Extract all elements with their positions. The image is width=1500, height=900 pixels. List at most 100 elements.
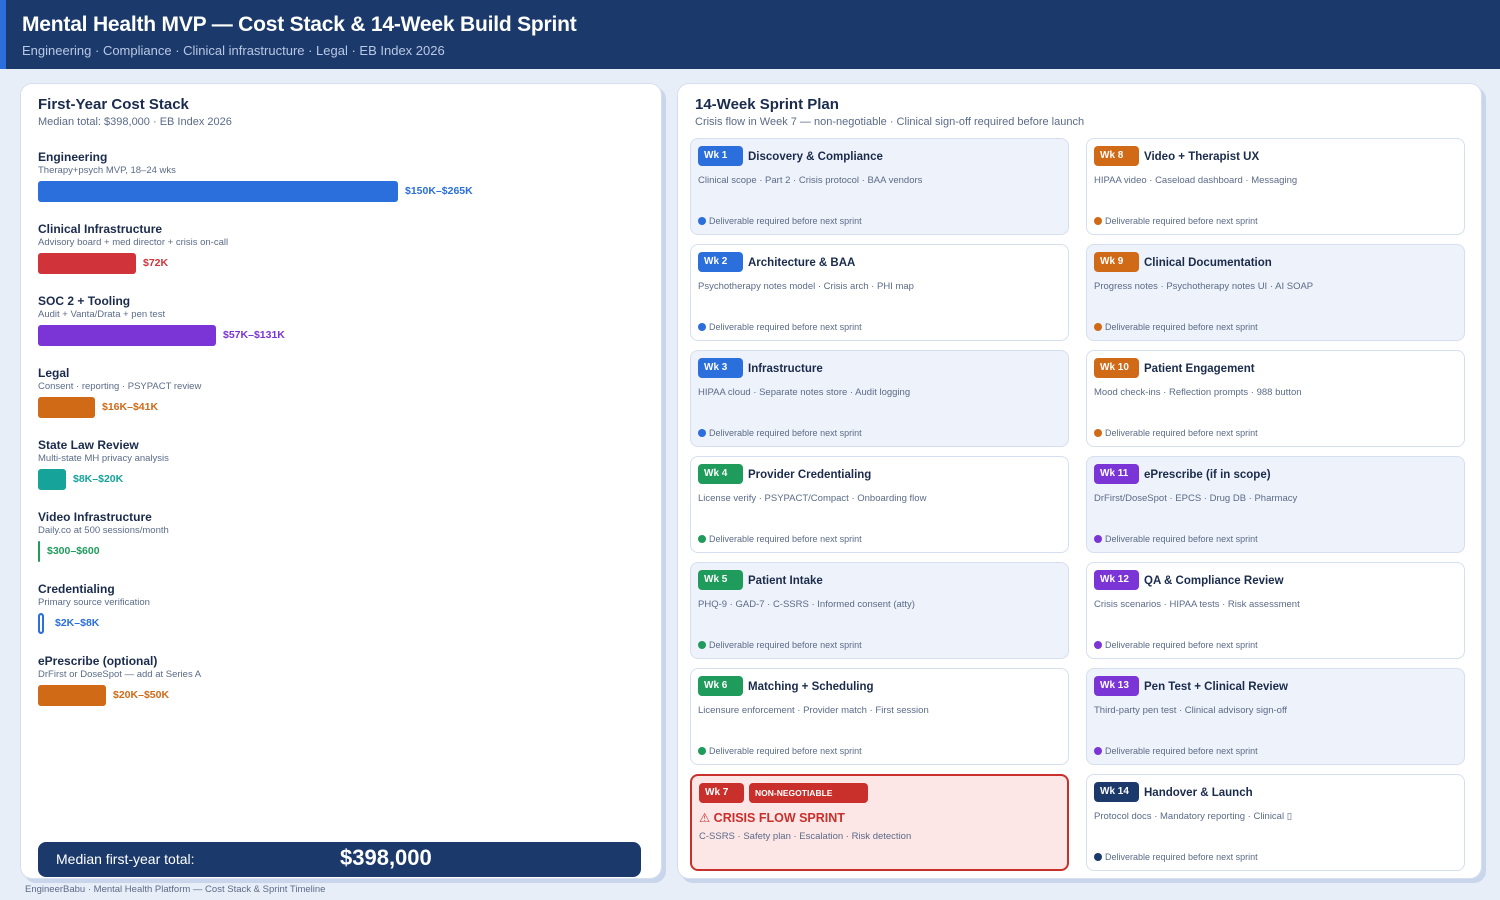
- status-dot-icon: [1094, 535, 1102, 543]
- sprint-title: Architecture & BAA: [748, 257, 856, 269]
- deliverable-text: Deliverable required before next sprint: [1105, 534, 1258, 544]
- header-accent-stripe: [0, 0, 6, 69]
- sprint-card: Wk 4 Provider Credentialing License verify…: [690, 456, 1069, 553]
- cost-item-name: State Law Review: [38, 438, 139, 452]
- status-dot-icon: [698, 641, 706, 649]
- week-badge: Wk 12: [1094, 570, 1139, 590]
- deliverable-note: Deliverable required before next sprint: [698, 640, 862, 650]
- cost-panel-title: First-Year Cost Stack: [38, 96, 189, 113]
- sprint-desc: License verify · PSYPACT/Compact · Onboa…: [698, 493, 927, 504]
- week-badge: Wk 9: [1094, 252, 1139, 272]
- sprint-title: Handover & Launch: [1144, 787, 1253, 799]
- cost-item-name: ePrescribe (optional): [38, 654, 158, 668]
- status-dot-icon: [1094, 747, 1102, 755]
- deliverable-note: Deliverable required before next sprint: [1094, 428, 1258, 438]
- total-label: Median first-year total:: [56, 851, 195, 867]
- cost-bar: [38, 469, 66, 490]
- cost-bar: [38, 397, 95, 418]
- week-badge: Wk 8: [1094, 146, 1139, 166]
- sprint-desc: Progress notes · Psychotherapy notes UI …: [1094, 281, 1314, 292]
- sprint-title: ePrescribe (if in scope): [1144, 469, 1271, 481]
- page-footer: EngineerBabu · Mental Health Platform — …: [25, 884, 326, 895]
- cost-item-name: SOC 2 + Tooling: [38, 294, 131, 308]
- cost-bar: [38, 685, 106, 706]
- cost-bar: [38, 253, 136, 274]
- deliverable-note: Deliverable required before next sprint: [698, 746, 862, 756]
- sprint-title: Provider Credentialing: [748, 469, 872, 481]
- deliverable-note: Deliverable required before next sprint: [1094, 322, 1258, 332]
- total-value: $398,000: [340, 845, 432, 870]
- sprint-title: Patient Intake: [748, 575, 823, 587]
- cost-item-name: Legal: [38, 366, 70, 380]
- cost-value: $20K–$50K: [113, 689, 170, 701]
- deliverable-note: Deliverable required before next sprint: [698, 428, 862, 438]
- page-header: Mental Health MVP — Cost Stack & 14-Week…: [0, 0, 1500, 69]
- deliverable-text: Deliverable required before next sprint: [1105, 216, 1258, 226]
- cost-item-desc: Advisory board + med director + crisis o…: [38, 237, 229, 248]
- sprint-card: Wk 9 Clinical Documentation Progress notes…: [1086, 244, 1465, 341]
- deliverable-text: Deliverable required before next sprint: [709, 428, 862, 438]
- status-dot-icon: [698, 747, 706, 755]
- status-dot-icon: [1094, 217, 1102, 225]
- page-subtitle: Engineering · Compliance · Clinical infr…: [22, 43, 445, 58]
- cost-item-desc: DrFirst or DoseSpot — add at Series A: [38, 669, 202, 680]
- sprint-title: Discovery & Compliance: [748, 151, 883, 163]
- sprint-desc: Licensure enforcement · Provider match ·…: [698, 705, 929, 716]
- sprint-desc: HIPAA video · Caseload dashboard · Messa…: [1094, 175, 1298, 186]
- sprint-desc: C-SSRS · Safety plan · Escalation · Risk…: [699, 831, 912, 842]
- sprint-desc: PHQ-9 · GAD-7 · C-SSRS · Informed consen…: [698, 599, 915, 610]
- deliverable-text: Deliverable required before next sprint: [709, 216, 862, 226]
- cost-item: State Law Review Multi-state MH privacy a…: [38, 438, 638, 504]
- cost-bar: [38, 541, 40, 562]
- sprint-card: Wk 14 Handover & Launch Protocol docs · Ma…: [1086, 774, 1465, 871]
- week-badge: Wk 4: [698, 464, 743, 484]
- cost-item-desc: Primary source verification: [38, 597, 150, 608]
- sprint-card: Wk 6 Matching + Scheduling Licensure enfor…: [690, 668, 1069, 765]
- deliverable-note: Deliverable required before next sprint: [1094, 746, 1258, 756]
- deliverable-text: Deliverable required before next sprint: [709, 640, 862, 650]
- cost-item-desc: Daily.co at 500 sessions/month: [38, 525, 169, 536]
- sprint-title: Patient Engagement: [1144, 363, 1255, 375]
- deliverable-text: Deliverable required before next sprint: [709, 322, 862, 332]
- sprint-card: Wk 10 Patient Engagement Mood check-ins · …: [1086, 350, 1465, 447]
- deliverable-note: Deliverable required before next sprint: [1094, 852, 1258, 862]
- sprint-card: Wk 3 Infrastructure HIPAA cloud · Separate…: [690, 350, 1069, 447]
- sprint-desc: Clinical scope · Part 2 · Crisis protoco…: [698, 175, 923, 186]
- week-badge: Wk 14: [1094, 782, 1139, 802]
- sprint-card: Wk 12 QA & Compliance Review Crisis scenar…: [1086, 562, 1465, 659]
- cost-item: Video Infrastructure Daily.co at 500 sess…: [38, 510, 638, 576]
- deliverable-note: Deliverable required before next sprint: [698, 322, 862, 332]
- sprint-desc: Protocol docs · Mandatory reporting · Cl…: [1094, 811, 1292, 822]
- sprint-card: Wk 13 Pen Test + Clinical Review Third-par…: [1086, 668, 1465, 765]
- sprint-desc: Psychotherapy notes model · Crisis arch …: [698, 281, 914, 292]
- week-badge: Wk 7: [699, 783, 744, 803]
- week-badge: Wk 11: [1094, 464, 1139, 484]
- week-badge: Wk 10: [1094, 358, 1139, 378]
- deliverable-text: Deliverable required before next sprint: [1105, 640, 1258, 650]
- deliverable-note: Deliverable required before next sprint: [698, 216, 862, 226]
- cost-item-name: Video Infrastructure: [38, 510, 152, 524]
- week-badge: Wk 13: [1094, 676, 1139, 696]
- status-dot-icon: [698, 429, 706, 437]
- crisis-title: ⚠ CRISIS FLOW SPRINT: [699, 811, 845, 825]
- sprint-title: Video + Therapist UX: [1144, 151, 1260, 163]
- status-dot-icon: [698, 323, 706, 331]
- cost-item-name: Engineering: [38, 150, 108, 164]
- cost-item: Clinical Infrastructure Advisory board + …: [38, 222, 638, 288]
- sprint-card: Wk 8 Video + Therapist UX HIPAA video · Ca…: [1086, 138, 1465, 235]
- cost-stack-panel: First-Year Cost Stack Median total: $398…: [20, 83, 662, 879]
- non-negotiable-badge: NON-NEGOTIABLE: [749, 783, 868, 803]
- page-title: Mental Health MVP — Cost Stack & 14-Week…: [22, 13, 577, 36]
- cost-item: SOC 2 + Tooling Audit + Vanta/Drata + pen…: [38, 294, 638, 360]
- sprint-card: Wk 2 Architecture & BAA Psychotherapy note…: [690, 244, 1069, 341]
- sprint-title: Matching + Scheduling: [748, 681, 874, 693]
- sprint-desc: HIPAA cloud · Separate notes store · Aud…: [698, 387, 911, 398]
- cost-value: $300–$600: [47, 545, 100, 557]
- deliverable-text: Deliverable required before next sprint: [1105, 852, 1258, 862]
- sprint-desc: DrFirst/DoseSpot · EPCS · Drug DB · Phar…: [1094, 493, 1298, 504]
- cost-value: $57K–$131K: [223, 329, 285, 341]
- cost-value: $16K–$41K: [102, 401, 159, 413]
- cost-item-desc: Therapy+psych MVP, 18–24 wks: [38, 165, 176, 176]
- sprint-plan-panel: 14-Week Sprint Plan Crisis flow in Week …: [677, 83, 1482, 879]
- week-badge: Wk 3: [698, 358, 743, 378]
